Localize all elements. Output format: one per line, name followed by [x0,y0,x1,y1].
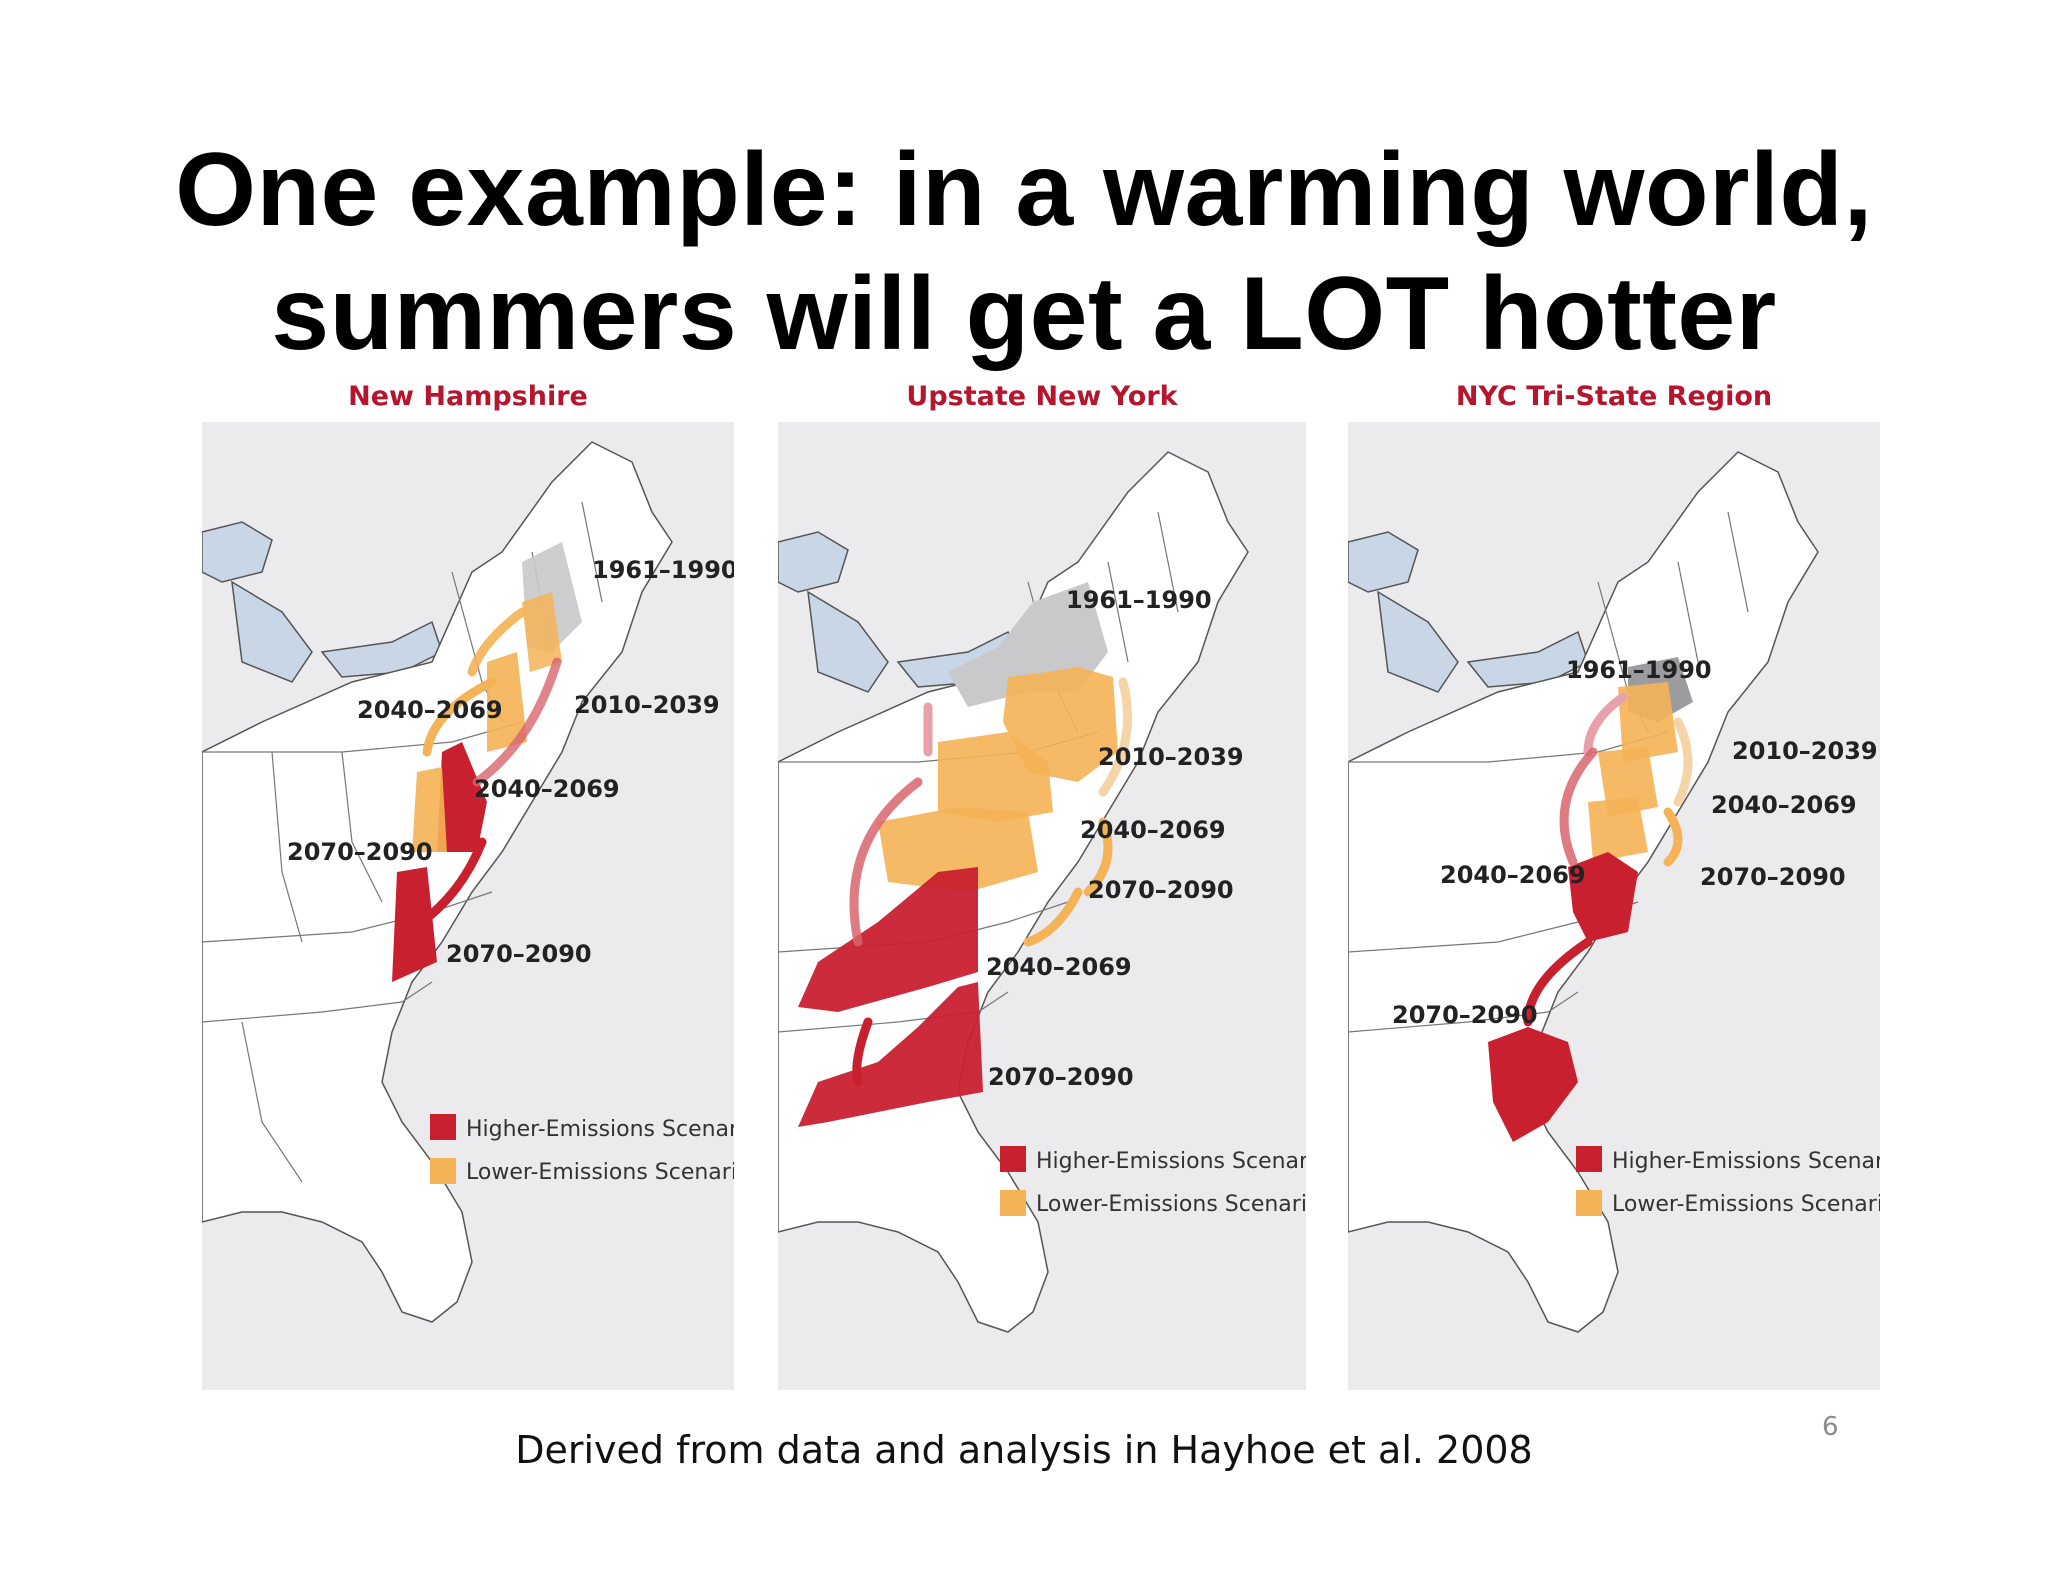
great-lakes-water [1348,531,1589,693]
label-2070-2090-lower: 2070–2090 [1700,863,1846,891]
region-2040-2069-higher [1568,852,1638,942]
label-2070-2090-lower: 2070–2090 [287,838,433,866]
legend-swatch-higher [1000,1146,1026,1172]
label-2040-2069-higher: 2040–2069 [986,953,1132,981]
map-nyc-tri-state: 1961–1990 2010–2039 2040–2069 2070–2090 … [1348,422,1880,1390]
page-number: 6 [1822,1412,1839,1442]
region-2070-2090-lower [1588,797,1648,862]
region-2070-2090-lower [412,767,447,852]
great-lakes-water [202,521,443,683]
slide-title: One example: in a warming world, summers… [0,128,2048,376]
legend-label-lower: Lower-Emissions Scenario [466,1160,734,1185]
label-2040-2069-lower: 2040–2069 [1080,816,1226,844]
eastern-us-land [778,451,1249,1333]
region-2070-2090-lower [878,807,1038,892]
label-2070-2090-higher: 2070–2090 [988,1063,1134,1091]
map-new-hampshire-svg: 1961–1990 2010–2039 2040–2069 2040–2069 … [202,441,734,1323]
legend-label-higher: Higher-Emissions Scenario [466,1117,734,1142]
region-2040-2069-higher [798,867,978,1012]
label-2040-2069-lower: 2040–2069 [1711,791,1857,819]
region-2040-2069-lower [938,732,1053,822]
legend-swatch-higher [430,1114,456,1140]
panel-title-new-hampshire: New Hampshire [348,381,588,412]
label-2010-2039: 2010–2039 [1732,737,1878,765]
label-2070-2090-higher: 2070–2090 [446,940,592,968]
legend-label-higher: Higher-Emissions Scenario [1612,1149,1880,1174]
label-2010-2039: 2010–2039 [574,691,720,719]
region-2070-2090-higher [798,982,983,1127]
legend-swatch-lower [1576,1190,1602,1216]
map-new-hampshire: 1961–1990 2010–2039 2040–2069 2040–2069 … [202,422,734,1390]
region-2010-2039 [1618,682,1678,762]
legend-swatch-lower [430,1158,456,1184]
label-baseline: 1961–1990 [592,556,734,584]
label-2070-2090-lower: 2070–2090 [1088,876,1234,904]
region-2010-2039 [522,592,562,672]
label-2040-2069-higher: 2040–2069 [1440,861,1586,889]
legend-label-lower: Lower-Emissions Scenario [1036,1192,1306,1217]
source-caption: Derived from data and analysis in Hayhoe… [515,1428,1533,1472]
map-upstate-new-york-svg: 1961–1990 2010–2039 2040–2069 2070–2090 … [778,451,1306,1333]
region-2040-2069-lower [487,652,527,752]
label-2070-2090-higher: 2070–2090 [1392,1001,1538,1029]
legend-swatch-higher [1576,1146,1602,1172]
map-upstate-new-york: 1961–1990 2010–2039 2040–2069 2070–2090 … [778,422,1306,1390]
label-baseline: 1961–1990 [1566,656,1712,684]
legend-label-higher: Higher-Emissions Scenario [1036,1149,1306,1174]
slide-title-line-2: summers will get a LOT hotter [271,256,1777,372]
label-2040-2069-higher: 2040–2069 [474,775,620,803]
legend-swatch-lower [1000,1190,1026,1216]
panel-title-upstate-new-york: Upstate New York [906,381,1178,412]
region-2070-2090-higher [392,867,437,982]
region-2040-2069-higher [437,742,487,852]
panel-title-nyc-tri-state: NYC Tri-State Region [1455,381,1773,412]
label-2010-2039: 2010–2039 [1098,743,1244,771]
label-2040-2069-lower: 2040–2069 [357,696,503,724]
slide-title-line-1: One example: in a warming world, [175,132,1873,248]
legend-label-lower: Lower-Emissions Scenario [1612,1192,1880,1217]
region-2070-2090-higher [1488,1027,1578,1142]
label-baseline: 1961–1990 [1066,586,1212,614]
map-nyc-tri-state-svg: 1961–1990 2010–2039 2040–2069 2070–2090 … [1348,451,1880,1333]
